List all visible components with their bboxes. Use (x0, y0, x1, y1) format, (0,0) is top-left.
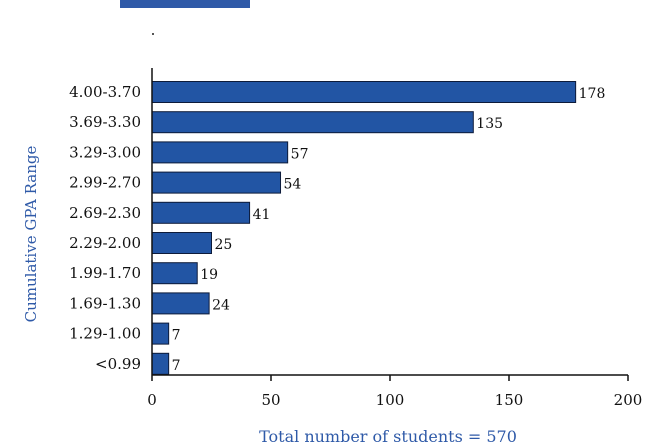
category-label: 2.29-2.00 (69, 234, 141, 252)
y-axis-label: Cumulative GPA Range (22, 146, 40, 323)
x-tick-label: 150 (495, 391, 524, 409)
value-label: 24 (212, 297, 230, 313)
value-label: 57 (291, 146, 309, 162)
x-axis-label: Total number of students = 570 (259, 427, 517, 446)
x-tick-label: 100 (376, 391, 405, 409)
cropped-title-fragment (120, 0, 250, 8)
x-tick-label: 0 (147, 391, 157, 409)
category-label: 2.99-2.70 (69, 174, 141, 192)
bar (151, 232, 212, 254)
x-tick-label: 200 (614, 391, 643, 409)
value-label: 41 (253, 207, 271, 223)
x-axis-ticks: 0 50 100 150 200 (147, 375, 642, 409)
value-label: 54 (284, 177, 302, 193)
bar (151, 352, 170, 375)
category-label: 4.00-3.70 (69, 83, 141, 101)
bar (151, 262, 198, 285)
category-label: 3.29-3.00 (69, 143, 141, 161)
bar (151, 111, 474, 134)
bar (151, 171, 282, 194)
bar (151, 141, 289, 164)
bar (151, 322, 170, 345)
category-labels: 4.00-3.70 3.69-3.30 3.29-3.00 2.99-2.70 2.69… (69, 83, 141, 373)
category-label: 1.69-1.30 (69, 294, 141, 312)
category-label: 1.99-1.70 (69, 264, 141, 282)
bars-group (151, 81, 577, 375)
category-label: 3.69-3.30 (69, 113, 141, 131)
category-label: <0.99 (95, 355, 141, 373)
bar (151, 201, 251, 224)
value-label: 19 (200, 267, 218, 283)
value-label: 7 (172, 358, 181, 374)
category-label: 1.29-1.00 (69, 325, 141, 343)
bar (151, 81, 577, 103)
value-label: 178 (579, 86, 606, 102)
cropped-title-fragment-dot (152, 33, 154, 35)
bar (151, 292, 210, 315)
value-label: 135 (476, 116, 503, 132)
category-label: 2.69-2.30 (69, 204, 141, 222)
x-tick-label: 50 (261, 391, 280, 409)
value-labels: 178 135 57 54 41 25 19 24 7 7 (172, 86, 606, 374)
value-label: 25 (215, 237, 233, 253)
value-label: 7 (172, 328, 181, 344)
